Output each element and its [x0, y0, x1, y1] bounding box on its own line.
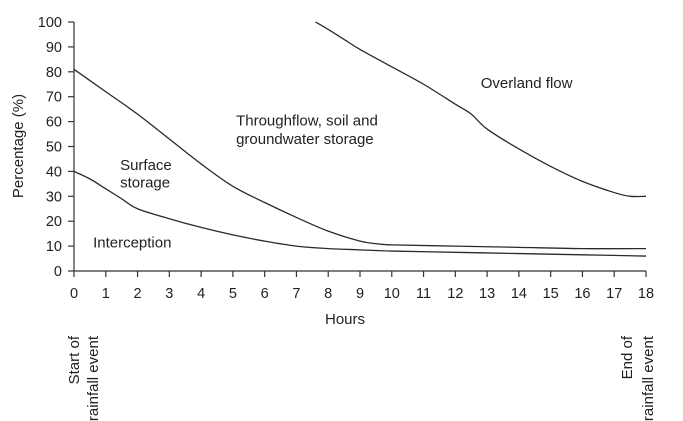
x-tick-label: 17 — [606, 286, 622, 302]
overland-flow-boundary-line — [315, 21, 647, 198]
region-label: Throughflow, soil and — [236, 112, 378, 129]
y-tick-label: 10 — [46, 239, 62, 255]
interception-boundary-line — [73, 170, 647, 257]
x-tick-label: 3 — [165, 286, 173, 302]
x-tick-label: 9 — [356, 286, 364, 302]
x-tick-label: 8 — [324, 286, 332, 302]
x-tick-label: 14 — [511, 286, 527, 302]
region-label: storage — [120, 175, 170, 192]
y-axis-title: Percentage (%) — [10, 94, 27, 198]
y-tick-label: 50 — [46, 140, 62, 156]
x-tick-label: 6 — [261, 286, 269, 302]
x-tick-label: 16 — [574, 286, 590, 302]
y-tick-label: 60 — [46, 115, 62, 131]
x-tick-label: 10 — [384, 286, 400, 302]
series-group — [73, 21, 647, 257]
y-tick-label: 20 — [46, 214, 62, 230]
x-tick-label: 2 — [134, 286, 142, 302]
y-tick-label: 30 — [46, 189, 62, 205]
x-tick-label: 7 — [292, 286, 300, 302]
y-tick-label: 70 — [46, 90, 62, 106]
x-tick-label: 13 — [479, 286, 495, 302]
x-tick-label: 12 — [447, 286, 463, 302]
y-tick-label: 40 — [46, 164, 62, 180]
x-tick-label: 18 — [638, 286, 654, 302]
region-label: Surface — [120, 157, 172, 174]
x-tick-label: 4 — [197, 286, 205, 302]
y-tick-label: 90 — [46, 40, 62, 56]
end-annotation-line-1: End of — [619, 335, 636, 379]
x-axis-title: Hours — [325, 311, 365, 328]
start-annotation-line-1: Start of — [66, 335, 83, 384]
x-tick-label: 1 — [102, 286, 110, 302]
y-tick-label: 0 — [54, 264, 62, 280]
region-label: Overland flow — [481, 75, 573, 92]
start-annotation: Start of rainfall event — [66, 335, 102, 421]
x-tick-label: 15 — [543, 286, 559, 302]
x-tick-label: 5 — [229, 286, 237, 302]
y-tick-label: 100 — [38, 15, 62, 31]
x-tick-label: 0 — [70, 286, 78, 302]
region-label: Interception — [93, 234, 171, 251]
surface-storage-boundary-line — [73, 68, 647, 250]
region-label: groundwater storage — [236, 131, 374, 148]
x-tick-label: 11 — [416, 286, 431, 302]
end-annotation: End of rainfall event — [619, 335, 657, 421]
end-annotation-line-2: rainfall event — [640, 335, 657, 421]
start-annotation-line-2: rainfall event — [85, 335, 102, 421]
y-tick-label: 80 — [46, 65, 62, 81]
